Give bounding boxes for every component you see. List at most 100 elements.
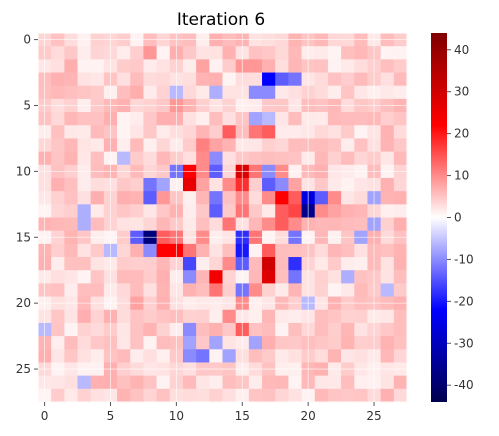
heatmap-cell	[117, 257, 131, 271]
y-tick-label: 5	[23, 98, 31, 112]
heatmap-cell	[262, 72, 276, 87]
heatmap-cell	[327, 177, 342, 192]
heatmap-cell	[51, 59, 65, 74]
heatmap-cell	[262, 375, 276, 390]
heatmap-cell	[117, 204, 131, 219]
heatmap-cell	[341, 336, 355, 350]
heatmap-cell	[222, 283, 237, 298]
heatmap-cell	[143, 283, 158, 298]
heatmap-cell	[196, 217, 210, 232]
heatmap-cell	[51, 46, 65, 60]
heatmap-cell	[222, 112, 237, 126]
heatmap-cell	[130, 336, 145, 350]
heatmap-cell	[393, 388, 408, 403]
heatmap-cell	[393, 336, 408, 350]
heatmap-cell	[354, 72, 369, 87]
heatmap-cell	[248, 59, 263, 74]
heatmap-cell	[182, 270, 197, 284]
heatmap-cell	[262, 125, 276, 140]
heatmap-cell	[130, 72, 145, 87]
heatmap-cell	[64, 257, 79, 271]
heatmap-cell	[156, 177, 171, 192]
heatmap-cell	[51, 85, 65, 100]
heatmap-cell	[327, 191, 342, 205]
heatmap-cell	[51, 309, 65, 324]
x-axis-ticks: 0 5 10 15 20 25	[41, 402, 382, 423]
heatmap-cell	[64, 309, 79, 324]
heatmap-cell	[90, 151, 105, 166]
heatmap-cell	[117, 322, 131, 337]
heatmap-cell	[354, 204, 369, 219]
heatmap-cell	[77, 375, 92, 390]
heatmap-cell	[354, 138, 369, 153]
heatmap-cell	[182, 151, 197, 166]
heatmap-cell	[196, 177, 210, 192]
heatmap-cell	[275, 112, 289, 126]
heatmap-cell	[117, 375, 131, 390]
heatmap-cell	[354, 388, 369, 403]
heatmap-cell	[51, 204, 65, 219]
heatmap-cell	[77, 388, 92, 403]
heatmap-cell	[275, 72, 289, 87]
heatmap-cell	[143, 388, 158, 403]
heatmap-cell	[341, 112, 355, 126]
heatmap-cell	[222, 243, 237, 258]
heatmap-cell	[393, 151, 408, 166]
heatmap-cell	[275, 217, 289, 232]
heatmap-cell	[354, 270, 369, 284]
heatmap-cell	[393, 112, 408, 126]
heatmap-cell	[51, 322, 65, 337]
y-axis-ticks: 0 5 10 15 20 25	[16, 33, 38, 376]
heatmap-cell	[314, 336, 329, 350]
heatmap-cell	[222, 125, 237, 140]
heatmap-cell	[143, 349, 158, 364]
heatmap-cell	[248, 85, 263, 100]
colorbar-ticks: -40 -30 -20 -10 0 10 20 30 40	[447, 43, 474, 392]
heatmap-cell	[275, 388, 289, 403]
heatmap-cell	[354, 336, 369, 350]
heatmap-cell	[156, 191, 171, 205]
heatmap-cell	[393, 243, 408, 258]
heatmap-cell	[156, 375, 171, 390]
heatmap-cell	[393, 59, 408, 74]
heatmap-cell	[77, 151, 92, 166]
heatmap-cell	[196, 349, 210, 364]
heatmap-cell	[117, 283, 131, 298]
heatmap-cell	[248, 138, 263, 153]
heatmap-cell	[156, 125, 171, 140]
heatmap-cell	[77, 125, 92, 140]
heatmap-cell	[262, 151, 276, 166]
heatmap-cell	[143, 177, 158, 192]
heatmap-cell	[143, 204, 158, 219]
heatmap-cell	[262, 112, 276, 126]
heatmap-cell	[262, 349, 276, 364]
heatmap-cell	[143, 85, 158, 100]
heatmap-cell	[327, 349, 342, 364]
heatmap-cell	[222, 270, 237, 284]
heatmap-cell	[64, 243, 79, 258]
heatmap-cell	[51, 243, 65, 258]
y-tick-label: 10	[16, 164, 31, 178]
heatmap-cell	[341, 85, 355, 100]
heatmap-cell	[117, 309, 131, 324]
heatmap-cell	[90, 191, 105, 205]
heatmap-cell	[380, 349, 395, 364]
heatmap-cell	[354, 112, 369, 126]
heatmap-cell	[314, 388, 329, 403]
heatmap-cell	[117, 388, 131, 403]
heatmap-cell	[209, 125, 224, 140]
heatmap-cell	[209, 270, 224, 284]
heatmap-cell	[341, 217, 355, 232]
heatmap-cell	[196, 138, 210, 153]
heatmap-cell	[248, 151, 263, 166]
heatmap-cell	[117, 46, 131, 60]
heatmap-cell	[77, 112, 92, 126]
heatmap-cell	[341, 59, 355, 74]
heatmap-cell	[182, 191, 197, 205]
heatmap-cell	[327, 257, 342, 271]
heatmap-cell	[288, 270, 303, 284]
heatmap-cell	[262, 309, 276, 324]
heatmap-cell	[196, 151, 210, 166]
heatmap-cell	[275, 283, 289, 298]
heatmap-cell	[209, 85, 224, 100]
